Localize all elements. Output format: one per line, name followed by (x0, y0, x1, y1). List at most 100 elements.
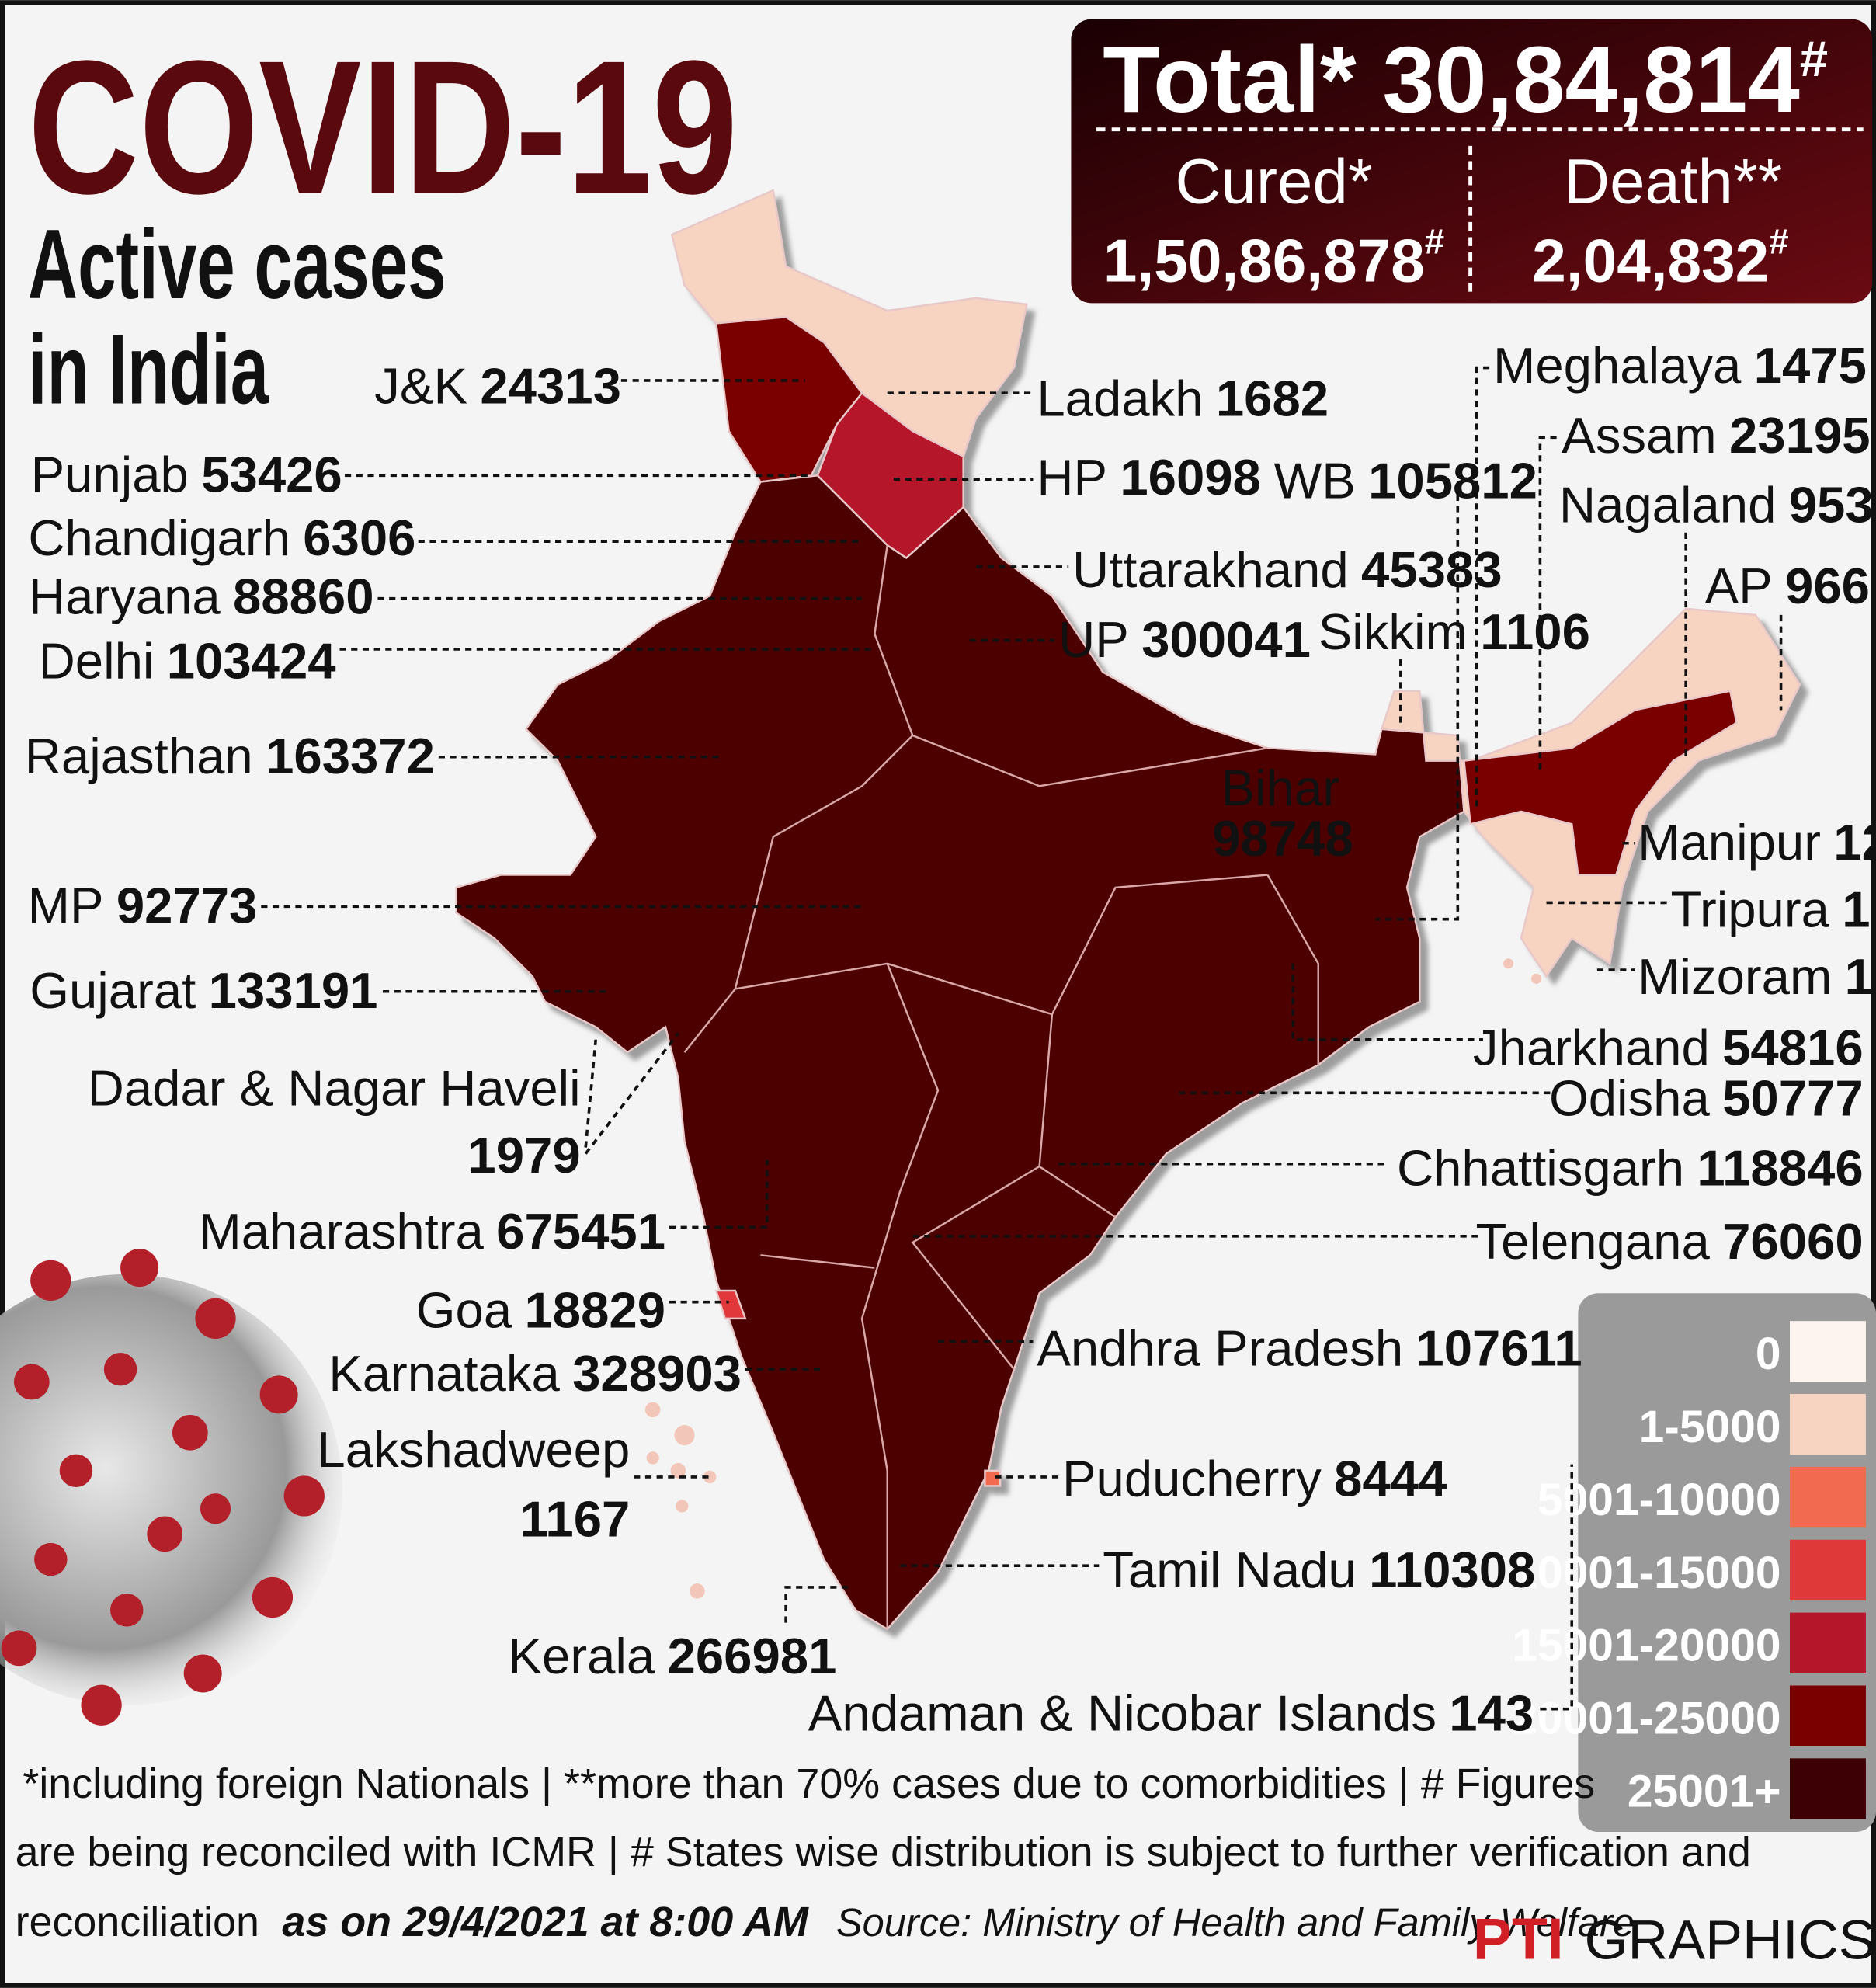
state-value: 675451 (496, 1203, 665, 1260)
logo-brand: PTI (1473, 1906, 1564, 1971)
state-value: 53426 (201, 447, 342, 503)
state-name: Kerala (509, 1628, 655, 1684)
state-name: Lakshadweep (317, 1421, 630, 1478)
state-value: 163372 (266, 728, 435, 784)
death: 2,04,832# (1532, 222, 1788, 295)
state-label: Nagaland 953 (1559, 477, 1874, 533)
state-label: Chandigarh 6306 (28, 509, 415, 566)
legend-swatch (1789, 1539, 1866, 1601)
legend-label: 25001+ (1628, 1766, 1781, 1816)
logo-text: GRAPHICS (1585, 1909, 1876, 1971)
state-name: Andhra Pradesh (1037, 1319, 1403, 1376)
total-label: Total* (1103, 27, 1357, 132)
state-value: 76060 (1722, 1213, 1864, 1270)
source: Source: Ministry of Health and Family We… (836, 1900, 1635, 1945)
note: # (1425, 222, 1444, 262)
state-label: Kerala 266981 (509, 1628, 837, 1684)
state-value: 54816 (1722, 1019, 1864, 1076)
state-label: Punjab 53426 (31, 447, 342, 503)
state-value: 1070 (1842, 881, 1876, 937)
state-name: Gujarat (30, 962, 196, 1019)
state-label: Haryana 88860 (29, 568, 374, 624)
state-value: 98748 (1212, 810, 1353, 867)
footnote-line: reconciliation (16, 1899, 259, 1945)
state-name: HP (1037, 449, 1107, 506)
state-name: UP (1058, 611, 1129, 668)
state-name: MP (28, 878, 104, 934)
state-value: 8444 (1334, 1450, 1447, 1507)
state-label: Gujarat 133191 (30, 962, 377, 1019)
leader-line (1475, 366, 1490, 812)
state-label: Maharashtra 675451 (199, 1203, 665, 1260)
state-name: Chhattisgarh (1397, 1139, 1684, 1196)
state-name: Uttarakhand (1072, 541, 1349, 598)
legend-label: 0 (1756, 1329, 1781, 1379)
legend-swatch (1789, 1321, 1866, 1382)
leader-line (1538, 436, 1557, 773)
state-value: 105812 (1368, 453, 1537, 509)
state-value: 133191 (209, 962, 378, 1019)
islands (644, 958, 1542, 1599)
legend-swatch (1789, 1612, 1866, 1673)
state-label: Sikkim 1106 (1318, 603, 1590, 660)
legend-swatch (1789, 1466, 1866, 1528)
death-value: 2,04,832 (1532, 227, 1769, 295)
leader-line (1375, 494, 1460, 921)
state-label: Tripura 1070 (1671, 881, 1876, 937)
death-label: Death** (1564, 146, 1782, 217)
state-value: 266981 (668, 1628, 837, 1684)
state-name: Tripura (1671, 881, 1830, 937)
state-label: AP 966 (1705, 558, 1870, 614)
total-value: 30,84,814 (1382, 27, 1799, 132)
legend-swatch (1789, 1685, 1866, 1746)
state-label: Andhra Pradesh 107611 (1037, 1319, 1582, 1376)
note: # (1769, 222, 1788, 262)
state-value: 110308 (1369, 1541, 1535, 1598)
state-label: Andaman & Nicobar Islands 143 (808, 1684, 1534, 1741)
state-label: Telengana 76060 (1476, 1213, 1864, 1270)
legend-label: 20001-25000 (1512, 1694, 1780, 1744)
state-value: 966 (1785, 558, 1870, 614)
state-value: 16098 (1120, 449, 1261, 506)
state-name: Andaman & Nicobar Islands (808, 1684, 1437, 1741)
state-value: 1106 (1480, 603, 1590, 660)
state-label: Uttarakhand 45383 (1072, 541, 1503, 598)
legend-label: 5001-10000 (1537, 1475, 1781, 1525)
state-borders (683, 544, 1319, 1629)
state-value: 6306 (303, 509, 415, 566)
leader-line (669, 1159, 769, 1229)
state-name: Bihar (1221, 759, 1339, 816)
state-label: Goa 18829 (416, 1281, 665, 1338)
region-assam (1463, 690, 1738, 876)
title: COVID-19 (28, 20, 738, 233)
note: # (1800, 30, 1828, 87)
state-name: Nagaland (1559, 477, 1777, 533)
leader-line (584, 1032, 679, 1155)
state-label: Odisha 50777 (1549, 1070, 1864, 1127)
state-value: 328903 (572, 1345, 742, 1402)
state-value: 953 (1789, 477, 1874, 533)
state-name: Odisha (1549, 1070, 1711, 1127)
india-map (455, 189, 1801, 1631)
region-mainland (455, 474, 1465, 1631)
state-label: Assam 23195 (1562, 407, 1870, 464)
state-value: 92773 (116, 878, 258, 934)
state-label: Meghalaya 1475 (1493, 337, 1867, 394)
state-value: 143 (1449, 1684, 1534, 1741)
state-name: Goa (416, 1281, 512, 1338)
state-name: Sikkim (1318, 603, 1468, 660)
legend-swatch (1789, 1758, 1866, 1819)
legend-label: 10001-15000 (1512, 1548, 1780, 1598)
state-name: Karnataka (328, 1345, 560, 1402)
totals-box (1071, 19, 1873, 304)
state-label: Puducherry 8444 (1062, 1450, 1447, 1507)
state-value: 24313 (480, 357, 621, 414)
state-label: Manipur 1230 (1638, 814, 1876, 871)
state-name: Ladakh (1037, 370, 1203, 427)
state-value: 1167 (520, 1491, 631, 1548)
state-label: J&K 24313 (374, 357, 621, 414)
state-name: Meghalaya (1493, 337, 1742, 394)
state-label: HP 16098 (1037, 449, 1261, 506)
legend-label: 1-5000 (1639, 1402, 1781, 1452)
